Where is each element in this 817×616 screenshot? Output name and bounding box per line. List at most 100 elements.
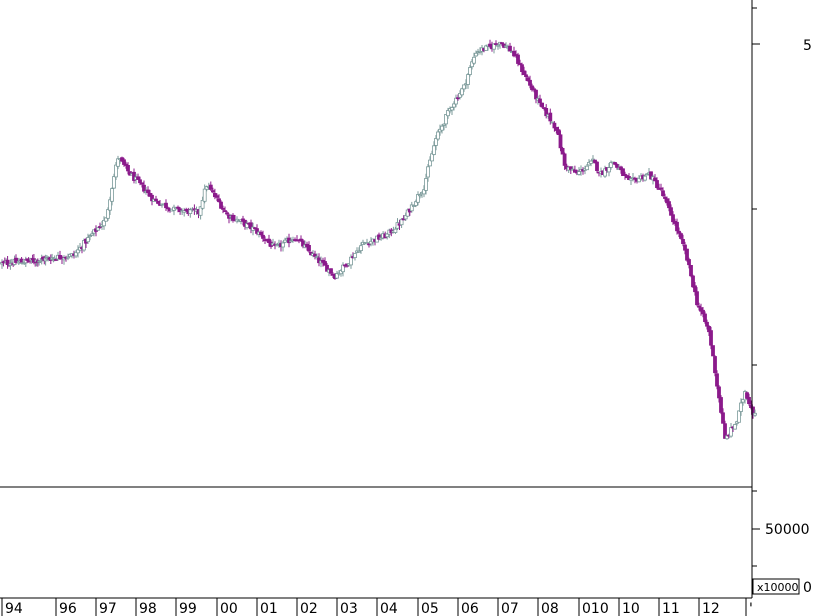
time-axis-label: 02 — [300, 601, 318, 616]
candle-body-down — [210, 190, 215, 193]
candle-body-down — [221, 207, 225, 210]
candle-body-up — [496, 44, 500, 47]
candle-body-up — [399, 218, 404, 226]
candle-body-up — [591, 158, 595, 161]
candle-body-up — [86, 237, 90, 243]
candle-body-up — [90, 233, 94, 236]
candle-body-down — [329, 268, 333, 274]
candle-body-down — [681, 238, 685, 244]
candle-body-up — [430, 153, 434, 162]
candle-body-down — [560, 147, 565, 155]
candle-body-up — [393, 228, 398, 233]
time-axis-label: 97 — [99, 601, 117, 616]
candle-body-up — [275, 244, 279, 247]
candle-body-down — [142, 184, 146, 192]
candle-body-up — [454, 97, 458, 105]
candle-body-up — [426, 166, 430, 178]
candle-body-down — [176, 206, 180, 209]
candle-body-down — [215, 195, 219, 198]
time-axis-label: 99 — [179, 601, 197, 616]
candle-body-up — [468, 67, 472, 75]
time-axis-label: 07 — [501, 601, 519, 616]
candle-body-down — [615, 163, 619, 168]
candle-body-up — [96, 227, 100, 231]
candle-body-up — [283, 239, 287, 243]
candle-body-down — [524, 74, 528, 78]
candle-body-down — [219, 201, 223, 209]
candle-body-up — [315, 256, 319, 258]
candle-body-down — [528, 79, 532, 86]
time-axis-label: 10 — [622, 601, 640, 616]
candle-body-down — [208, 184, 213, 190]
candle-body-down — [156, 200, 160, 204]
candle-body-down — [54, 259, 58, 261]
volume-multiplier-box — [752, 578, 800, 595]
time-axis-label: ' — [749, 601, 753, 616]
candle-body-down — [661, 190, 665, 197]
candle-body-down — [715, 373, 719, 387]
time-axis-label: 04 — [380, 601, 398, 616]
candle-body-down — [695, 291, 699, 306]
candle-body-down — [669, 207, 673, 216]
volume-multiplier-label: x10000 — [757, 581, 799, 594]
candle-body-down — [667, 201, 671, 209]
candle-body-up — [204, 186, 209, 190]
candle-body-up — [114, 164, 118, 178]
candle-body-up — [424, 178, 428, 191]
time-axis-label: 03 — [340, 601, 358, 616]
candle-body-down — [508, 45, 512, 52]
candle-body-down — [299, 238, 303, 241]
candle-body-down — [456, 97, 460, 100]
volume-tick-label: 0 — [803, 580, 812, 596]
candle-body-down — [721, 412, 725, 424]
candle-body-down — [671, 214, 675, 223]
time-axis-label: 94 — [5, 601, 23, 616]
candle-body-up — [729, 427, 733, 437]
candle-body-down — [723, 423, 727, 439]
candle-body-down — [494, 43, 498, 45]
candle-body-down — [691, 275, 695, 288]
time-axis-label: 01 — [260, 601, 278, 616]
time-axis-label: 12 — [702, 601, 720, 616]
candle-body-up — [357, 250, 361, 253]
candle-body-up — [589, 160, 593, 164]
candle-body-down — [259, 231, 263, 236]
candle-body-up — [450, 107, 454, 111]
candle-body-down — [323, 261, 327, 266]
candle-body-down — [556, 129, 561, 135]
price-candles — [0, 39, 757, 440]
candle-body-down — [703, 313, 707, 322]
candle-body-up — [432, 145, 436, 155]
candle-body-down — [538, 98, 542, 103]
candle-body-down — [500, 42, 504, 44]
time-axis-label: 08 — [541, 601, 559, 616]
candle-body-up — [202, 188, 207, 202]
time-axis-label: 06 — [461, 601, 479, 616]
price-tick-label: 5 — [803, 38, 812, 54]
candle-body-down — [697, 305, 701, 308]
candle-body-up — [444, 114, 448, 125]
candle-body-down — [225, 212, 229, 215]
candle-body-down — [711, 345, 715, 357]
time-axis: 94 96 97 98 99 00 01 02 03 04 05 06 07 08 010 10 11 12 ' — [0, 597, 753, 616]
candle-body-up — [460, 88, 464, 96]
candle-body-down — [150, 194, 154, 202]
candle-body-up — [335, 273, 339, 279]
candle-body-down — [540, 102, 544, 108]
candle-body-down — [261, 234, 265, 239]
candle-body-down — [548, 112, 553, 122]
candle-body-down — [655, 180, 659, 188]
candle-body-down — [164, 202, 168, 209]
candle-body-down — [701, 309, 705, 315]
candle-body-up — [365, 242, 369, 245]
candle-body-down — [687, 259, 691, 266]
candle-body-up — [434, 138, 438, 146]
candle-body-up — [188, 209, 193, 214]
candle-body-up — [405, 209, 410, 217]
candle-body-up — [462, 84, 466, 90]
volume-axis: 50000 0 x10000 — [751, 487, 812, 598]
candle-body-down — [747, 396, 751, 404]
candle-body-up — [200, 199, 205, 209]
candle-body-up — [733, 424, 737, 430]
candle-body-down — [717, 386, 721, 399]
